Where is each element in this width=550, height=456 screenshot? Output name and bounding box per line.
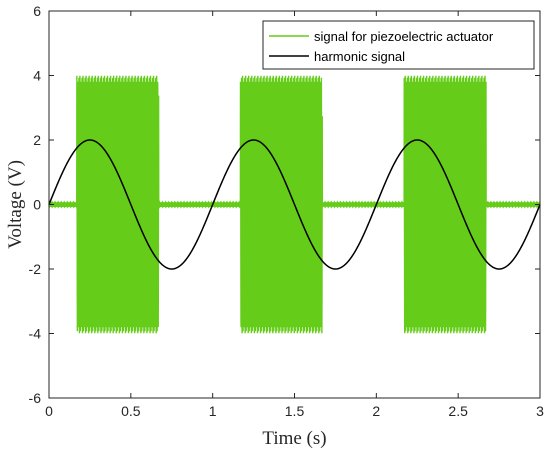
x-tick-label: 2.5 [448, 403, 468, 419]
y-tick-label: 6 [33, 3, 41, 19]
x-tick-label: 3 [536, 403, 544, 419]
series-line-harmonic [48, 139, 541, 270]
x-tick-label: 2 [372, 403, 380, 419]
legend-label-harmonic: harmonic signal [314, 49, 405, 64]
legend-box [262, 20, 535, 70]
y-tick-label: -4 [29, 326, 42, 342]
x-tick-label: 0.5 [121, 403, 141, 419]
ticks-layer: 0 0.5 1 1.5 2 2.5 3 -6 -4 -2 0 2 4 6 [29, 3, 545, 419]
y-tick-label: 4 [33, 68, 41, 84]
x-tick-label: 1.5 [285, 403, 305, 419]
y-tick-label: -2 [29, 261, 42, 277]
x-tick-label: 0 [45, 403, 53, 419]
legend: signal for piezoelectric actuator harmon… [262, 20, 535, 70]
y-tick-label: 0 [33, 197, 41, 213]
legend-label-piezo: signal for piezoelectric actuator [314, 29, 494, 44]
y-tick-label: 2 [33, 132, 41, 148]
x-axis-label: Time (s) [262, 428, 326, 449]
x-tick-label: 1 [209, 403, 217, 419]
y-tick-label: -6 [29, 390, 42, 406]
series-layer [48, 75, 541, 334]
y-axis-label: Voltage (V) [5, 160, 26, 249]
